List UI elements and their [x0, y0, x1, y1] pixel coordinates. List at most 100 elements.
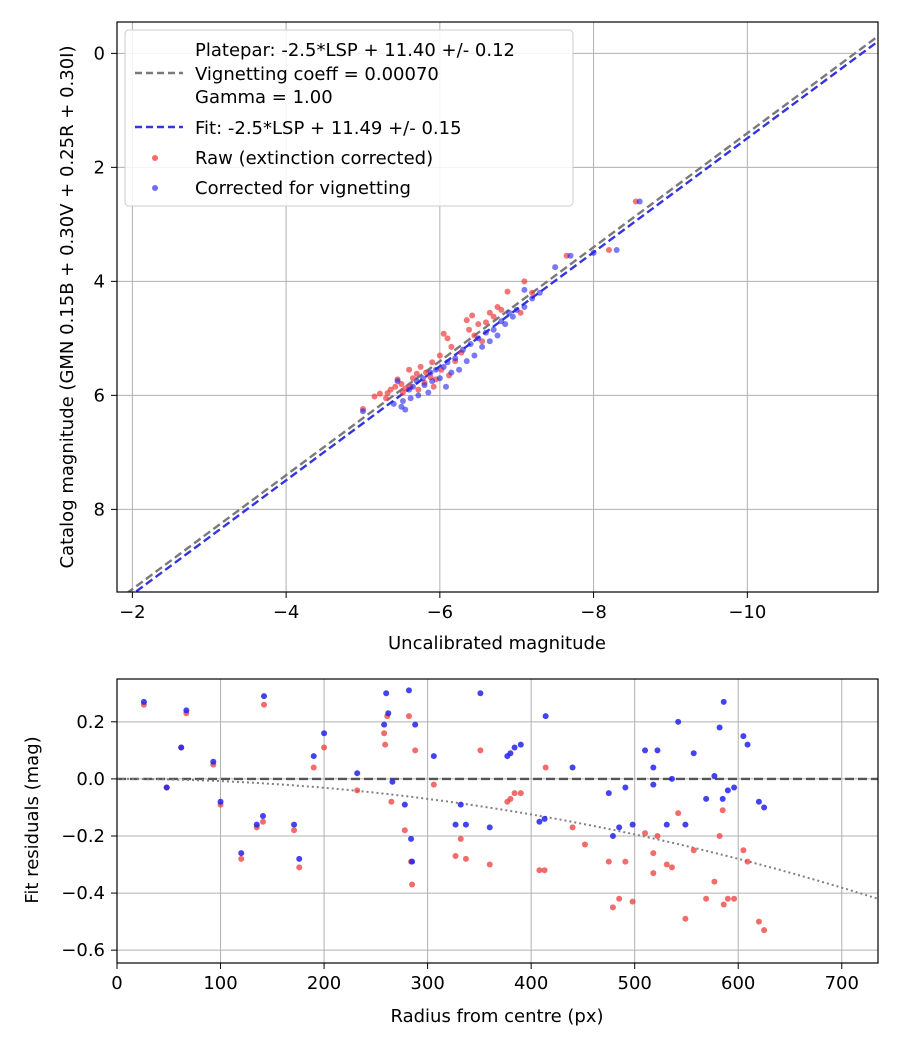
raw-residual-point	[654, 832, 661, 839]
raw-residual-point	[452, 852, 459, 859]
corrected-residual-point	[452, 821, 459, 828]
corrected-point	[529, 295, 536, 302]
raw-residual-point	[517, 790, 524, 797]
corrected-residual-point	[719, 795, 726, 802]
corrected-residual-point	[296, 855, 303, 862]
top-x-tick-label: −10	[728, 602, 766, 623]
top-fit-lines	[126, 35, 878, 592]
top-x-tick-label: −6	[427, 602, 454, 623]
raw-point	[504, 288, 511, 295]
raw-residual-point	[388, 798, 395, 805]
top-y-tick-label: 4	[94, 271, 105, 292]
top-y-tick-label: 0	[94, 43, 105, 64]
corrected-point	[552, 264, 559, 271]
raw-residual-point	[457, 835, 464, 842]
bottom-scatter-points	[140, 687, 768, 934]
corrected-point	[459, 346, 466, 353]
corrected-point	[390, 400, 397, 407]
corrected-residual-point	[457, 801, 464, 808]
raw-residual-point	[542, 764, 549, 771]
legend-platepar-label-3: Gamma = 1.00	[195, 87, 333, 108]
raw-residual-point	[605, 858, 612, 865]
corrected-residual-point	[217, 798, 224, 805]
bottom-y-tick-label: 0.0	[76, 769, 105, 790]
corrected-residual-point	[675, 718, 682, 725]
raw-residual-point	[412, 747, 419, 754]
bottom-x-tick-label: 0	[111, 973, 122, 994]
raw-residual-point	[682, 915, 689, 922]
corrected-residual-point	[663, 821, 670, 828]
bottom-x-tick-label: 700	[825, 973, 859, 994]
raw-residual-point	[690, 847, 697, 854]
bottom-y-tick-label: 0.2	[76, 712, 105, 733]
corrected-point	[433, 366, 440, 373]
corrected-residual-point	[259, 813, 266, 820]
raw-residual-point	[663, 861, 670, 868]
bottom-axes-frame	[116, 678, 879, 964]
corrected-residual-point	[703, 795, 710, 802]
corrected-point	[448, 369, 455, 376]
top-scatter-points	[359, 198, 643, 415]
corrected-residual-point	[385, 710, 392, 717]
corrected-point	[402, 406, 409, 413]
raw-residual-point	[629, 898, 636, 905]
corrected-point	[486, 338, 493, 345]
corrected-residual-point	[654, 747, 661, 754]
bottom-y-tick-label: −0.4	[61, 883, 105, 904]
raw-residual-point	[296, 864, 303, 871]
corrected-point	[442, 383, 449, 390]
corrected-point	[502, 321, 509, 328]
raw-point	[429, 359, 436, 366]
raw-point	[466, 326, 473, 333]
corrected-residual-point	[569, 764, 576, 771]
raw-residual-point	[668, 864, 675, 871]
raw-residual-point	[507, 795, 514, 802]
bottom-y-axis-label: Fit residuals (mag)	[22, 736, 43, 903]
raw-residual-point	[321, 744, 328, 751]
raw-residual-point	[650, 850, 657, 857]
bottom-x-tick-label: 100	[203, 973, 237, 994]
corrected-point	[475, 335, 482, 342]
raw-point	[486, 309, 493, 316]
corrected-residual-point	[381, 721, 388, 728]
raw-point	[440, 330, 447, 337]
raw-residual-point	[569, 824, 576, 831]
raw-point	[371, 393, 378, 400]
raw-point	[413, 370, 420, 377]
corrected-point	[509, 313, 516, 320]
corrected-residual-point	[462, 821, 469, 828]
corrected-point	[394, 378, 401, 385]
raw-residual-point	[261, 701, 268, 708]
corrected-residual-point	[430, 753, 437, 760]
raw-residual-point	[616, 895, 623, 902]
corrected-point	[409, 383, 416, 390]
raw-residual-point	[731, 895, 738, 902]
corrected-residual-point	[409, 858, 416, 865]
top-panel: −2 −4 −6 −8 −10 0 2 4 6 8 Uncalibrated magnitude…	[57, 21, 879, 654]
raw-residual-point	[744, 858, 751, 865]
raw-residual-point	[381, 730, 388, 737]
corrected-residual-point	[486, 824, 493, 831]
raw-residual-point	[291, 827, 298, 834]
corrected-point	[413, 378, 420, 385]
legend-box	[124, 29, 574, 207]
top-x-ticks: −2 −4 −6 −8 −10	[119, 592, 766, 623]
top-x-tick-label: −4	[273, 602, 300, 623]
raw-point	[475, 321, 482, 328]
corrected-residual-point	[178, 744, 185, 751]
raw-point	[529, 289, 536, 296]
raw-point	[521, 278, 528, 285]
raw-point	[482, 319, 489, 326]
top-y-ticks: 0 2 4 6 8	[94, 43, 117, 520]
raw-point	[498, 306, 505, 313]
top-x-axis-label: Uncalibrated magnitude	[388, 633, 606, 654]
raw-residual-point	[536, 867, 543, 874]
corrected-residual-point	[412, 721, 419, 728]
top-y-axis-label: Catalog magnitude (GMN 0.15B + 0.30V + 0…	[57, 45, 78, 568]
top-x-tick-label: −2	[119, 602, 146, 623]
raw-residual-point	[642, 830, 649, 837]
top-fit-line	[133, 40, 878, 592]
corrected-point	[506, 309, 513, 316]
corrected-residual-point	[716, 724, 723, 731]
corrected-residual-point	[163, 784, 170, 791]
